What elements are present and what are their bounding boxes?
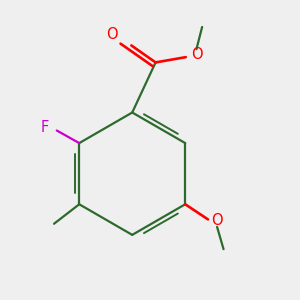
Text: O: O (106, 27, 118, 42)
Text: O: O (190, 47, 202, 62)
Text: F: F (41, 120, 49, 135)
Text: O: O (211, 214, 223, 229)
